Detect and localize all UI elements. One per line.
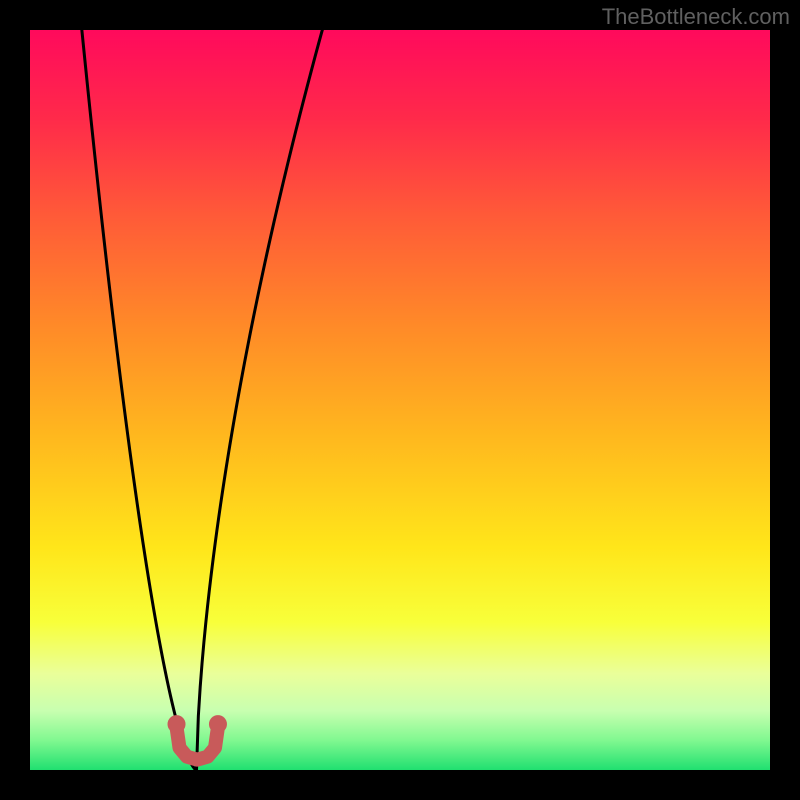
marker-dot — [168, 715, 186, 733]
watermark-text: TheBottleneck.com — [602, 4, 790, 30]
bottleneck-curve — [30, 30, 770, 770]
chart-plot-area — [30, 30, 770, 770]
chart-curve-layer — [30, 30, 770, 770]
marker-dot — [209, 715, 227, 733]
